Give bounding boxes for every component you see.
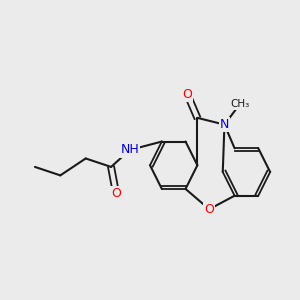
Text: O: O xyxy=(204,203,214,216)
Text: N: N xyxy=(220,118,229,131)
Text: CH₃: CH₃ xyxy=(230,99,249,109)
Text: O: O xyxy=(182,88,192,101)
Text: O: O xyxy=(111,188,121,200)
Text: NH: NH xyxy=(120,143,139,157)
